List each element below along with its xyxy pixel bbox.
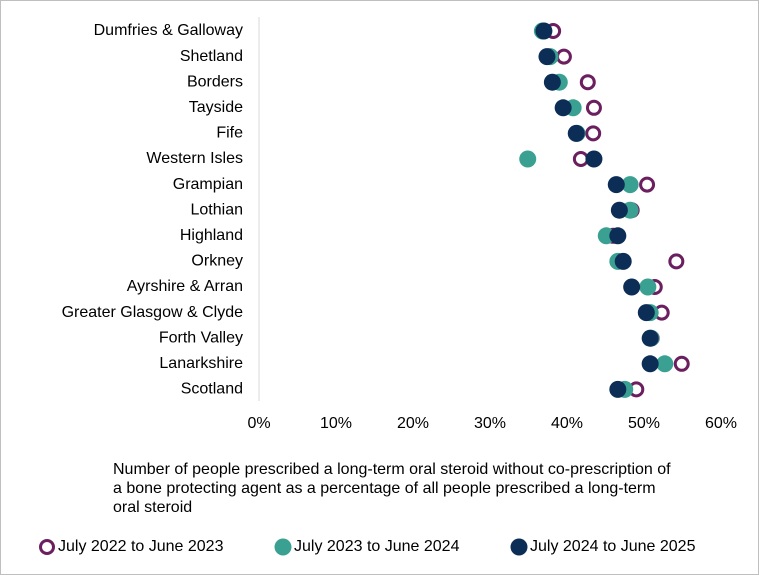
- legend-marker: [510, 538, 528, 556]
- x-tick-label: 20%: [397, 415, 429, 432]
- y-tick-label: Forth Valley: [159, 329, 243, 346]
- x-tick-label: 30%: [474, 415, 506, 432]
- legend-label: July 2024 to June 2025: [530, 538, 696, 555]
- x-tick-label: 40%: [551, 415, 583, 432]
- y-tick-label: Western Isles: [146, 150, 243, 167]
- dot: [639, 176, 656, 193]
- y-tick-label: Tayside: [189, 99, 243, 116]
- y-tick-label: Greater Glasgow & Clyde: [62, 304, 244, 321]
- legend-label: July 2022 to June 2023: [58, 538, 224, 555]
- dot: [585, 99, 602, 116]
- dot: [609, 380, 627, 398]
- legend-label: July 2023 to June 2024: [294, 538, 460, 555]
- dot: [538, 48, 556, 66]
- x-tick-label: 50%: [628, 415, 660, 432]
- legend-marker: [274, 538, 292, 556]
- legend-marker: [39, 539, 55, 555]
- dot: [641, 329, 659, 347]
- dot: [607, 176, 625, 194]
- dot: [554, 99, 572, 117]
- dot: [639, 278, 657, 296]
- dot: [535, 22, 553, 40]
- y-tick-label: Shetland: [180, 48, 243, 65]
- x-tick-label: 60%: [705, 415, 737, 432]
- y-tick-label: Highland: [180, 227, 243, 244]
- dot: [585, 125, 602, 142]
- y-tick-label: Lanarkshire: [159, 355, 243, 372]
- y-tick-label: Dumfries & Galloway: [94, 22, 243, 39]
- dot: [621, 176, 639, 194]
- dot: [543, 73, 561, 91]
- dot: [641, 355, 659, 373]
- x-tick-label: 10%: [320, 415, 352, 432]
- dot: [673, 355, 690, 372]
- dot: [519, 150, 537, 168]
- dot: [614, 252, 632, 270]
- y-tick-label: Fife: [216, 125, 243, 142]
- y-tick-label: Orkney: [191, 253, 243, 270]
- dot: [579, 74, 596, 91]
- dot: [637, 304, 655, 322]
- dot: [610, 201, 628, 219]
- dot: [585, 150, 603, 168]
- y-tick-label: Scotland: [181, 381, 243, 398]
- x-tick-label: 0%: [247, 415, 270, 432]
- dot: [668, 253, 685, 270]
- y-tick-label: Lothian: [191, 201, 244, 218]
- y-tick-label: Ayrshire & Arran: [127, 278, 243, 295]
- dot: [572, 151, 589, 167]
- y-tick-label: Borders: [187, 73, 243, 90]
- dot: [609, 227, 627, 245]
- dot: [623, 278, 641, 296]
- y-tick-label: Grampian: [173, 176, 243, 193]
- dot: [656, 355, 674, 373]
- x-axis-title: Number of people prescribed a long-term …: [113, 461, 671, 516]
- dot: [567, 124, 585, 142]
- dot: [555, 48, 572, 65]
